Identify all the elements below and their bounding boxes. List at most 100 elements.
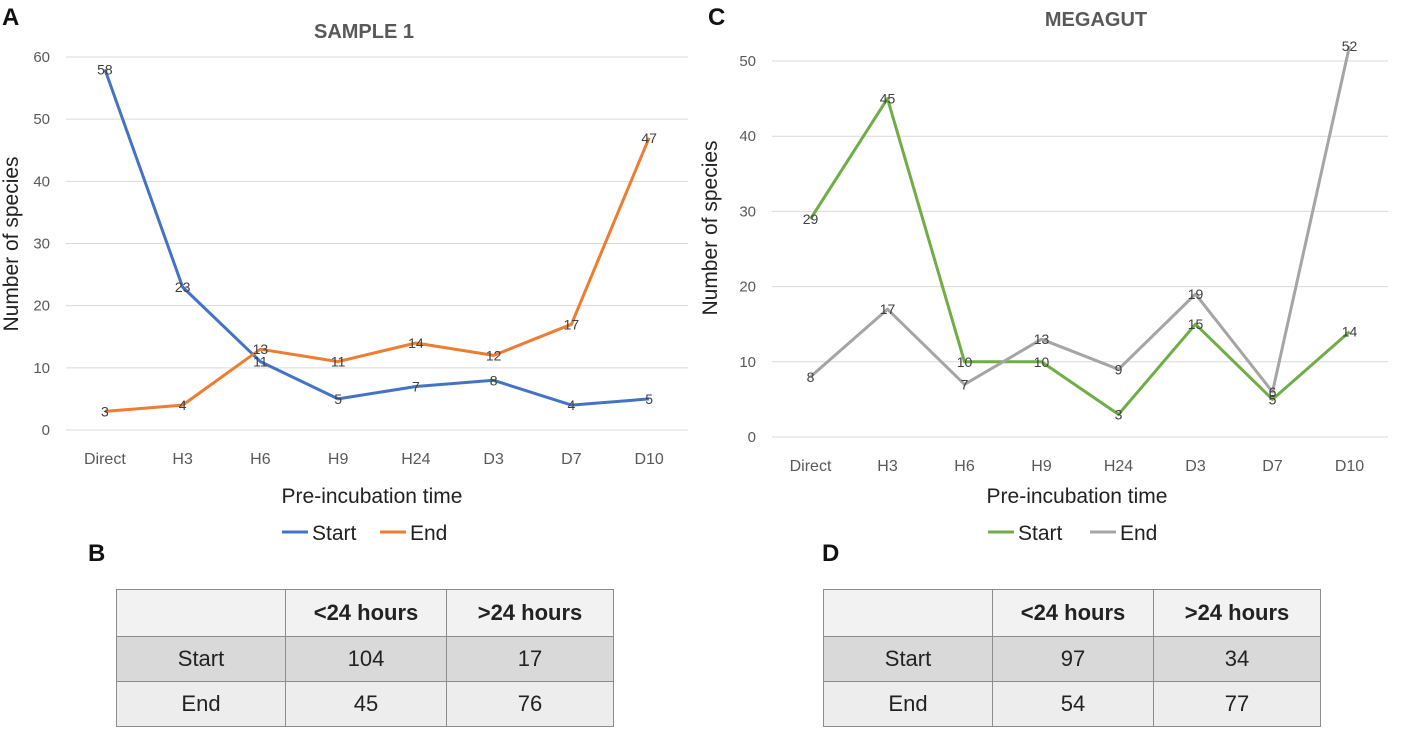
data-label-end: 4	[179, 397, 187, 413]
row-label: End	[823, 681, 993, 727]
data-label-end: 13	[253, 341, 269, 357]
data-label-start: 7	[412, 378, 420, 394]
table-row: End 54 77	[823, 681, 1321, 727]
data-label-end: 14	[408, 335, 424, 351]
data-label-end: 7	[961, 376, 969, 392]
data-label-end: 12	[486, 347, 502, 363]
legend-end-label: End	[410, 522, 447, 545]
x-tick-label: H6	[250, 451, 271, 468]
table-header-empty	[116, 589, 286, 637]
cell-gt24: 76	[446, 681, 614, 727]
legend-start-label: Start	[312, 522, 357, 545]
data-label-start: 58	[97, 61, 113, 77]
data-label-start: 45	[880, 91, 896, 107]
table-header-lt24: <24 hours	[992, 589, 1154, 637]
panel-letter-d: D	[822, 540, 840, 567]
series-line-start	[103, 68, 650, 407]
y-tick-label: 20	[739, 279, 756, 296]
series-line-start	[809, 97, 1351, 416]
cell-lt24: 104	[285, 636, 447, 682]
data-label-start: 10	[1034, 354, 1050, 370]
data-label-end: 47	[641, 130, 657, 146]
row-label: Start	[823, 636, 993, 682]
y-tick-label: 40	[33, 173, 50, 190]
table-header-row: <24 hours >24 hours	[823, 589, 1321, 637]
data-label-end: 52	[1342, 38, 1358, 54]
x-axis-label: Pre-incubation time	[282, 485, 463, 508]
x-tick-label: Direct	[790, 458, 832, 475]
x-tick-label: H24	[1104, 458, 1133, 475]
data-label-start: 23	[175, 279, 191, 295]
cell-gt24: 77	[1153, 681, 1321, 727]
chart-title: SAMPLE 1	[314, 21, 414, 43]
y-tick-label: 50	[33, 111, 50, 128]
data-label-start: 5	[334, 391, 342, 407]
table-row: Start 97 34	[823, 636, 1321, 682]
table-header-empty	[823, 589, 993, 637]
panel-letter-c: C	[708, 4, 726, 31]
data-label-start: 4	[567, 397, 575, 413]
y-tick-label: 30	[33, 236, 50, 253]
y-tick-label: 20	[33, 298, 50, 315]
table-header-gt24: >24 hours	[446, 589, 614, 637]
y-tick-label: 40	[739, 128, 756, 145]
cell-lt24: 54	[992, 681, 1154, 727]
x-tick-label: D10	[1335, 458, 1364, 475]
chart-megagut: 0 10 20 30 40 50 Direct H3 H6 H9 H24 D3 D7 D10 29 45 1…	[700, 9, 1388, 545]
data-label-end: 11	[331, 354, 346, 370]
x-tick-label: D7	[1262, 458, 1283, 475]
data-label-start: 14	[1342, 324, 1358, 340]
cell-lt24: 97	[992, 636, 1154, 682]
panel-letter-a: A	[2, 4, 20, 31]
y-tick-label: 0	[748, 429, 756, 446]
data-label-end: 3	[101, 403, 109, 419]
x-axis-label: Pre-incubation time	[987, 485, 1168, 508]
x-tick-label: H3	[172, 451, 193, 468]
legend-start-label: Start	[1018, 522, 1063, 545]
data-label-end: 9	[1115, 361, 1123, 377]
x-tick-label: H9	[1031, 458, 1052, 475]
cell-gt24: 17	[446, 636, 614, 682]
data-label-start: 11	[253, 354, 268, 370]
table-header-lt24: <24 hours	[285, 589, 447, 637]
data-label-end: 17	[880, 301, 896, 317]
cell-lt24: 45	[285, 681, 447, 727]
y-axis-label: Number of species	[700, 140, 722, 315]
x-tick-label: Direct	[84, 451, 126, 468]
data-label-start: 5	[645, 391, 653, 407]
row-label: Start	[116, 636, 286, 682]
x-tick-label: H9	[328, 451, 349, 468]
y-tick-label: 60	[33, 49, 50, 66]
summary-table-d: <24 hours >24 hours Start 97 34 End 54 7…	[823, 589, 1321, 727]
x-tick-label: D10	[634, 451, 663, 468]
x-tick-label: H3	[877, 458, 898, 475]
y-tick-label: 10	[33, 360, 50, 377]
y-tick-label: 0	[42, 422, 50, 439]
cell-gt24: 34	[1153, 636, 1321, 682]
table-row: End 45 76	[116, 681, 614, 727]
x-tick-label: D3	[1185, 458, 1206, 475]
data-label-start: 3	[1115, 406, 1123, 422]
data-label-end: 8	[807, 369, 815, 385]
table-row: Start 104 17	[116, 636, 614, 682]
data-label-end: 17	[564, 316, 580, 332]
series-line-end	[809, 45, 1351, 394]
y-axis-label: Number of species	[0, 156, 23, 331]
data-label-end: 6	[1269, 384, 1277, 400]
x-tick-label: H6	[954, 458, 975, 475]
y-tick-label: 30	[739, 203, 756, 220]
x-tick-label: D7	[561, 451, 582, 468]
data-label-start: 10	[957, 354, 973, 370]
data-label-end: 13	[1034, 331, 1050, 347]
legend-end-label: End	[1120, 522, 1157, 545]
data-label-start: 15	[1188, 316, 1204, 332]
y-tick-label: 50	[739, 53, 756, 70]
data-label-start: 5	[1269, 391, 1277, 407]
y-tick-label: 10	[739, 354, 756, 371]
table-header-row: <24 hours >24 hours	[116, 589, 614, 637]
row-label: End	[116, 681, 286, 727]
chart-title: MEGAGUT	[1045, 9, 1147, 31]
series-line-end	[104, 137, 651, 413]
x-tick-label: D3	[483, 451, 504, 468]
